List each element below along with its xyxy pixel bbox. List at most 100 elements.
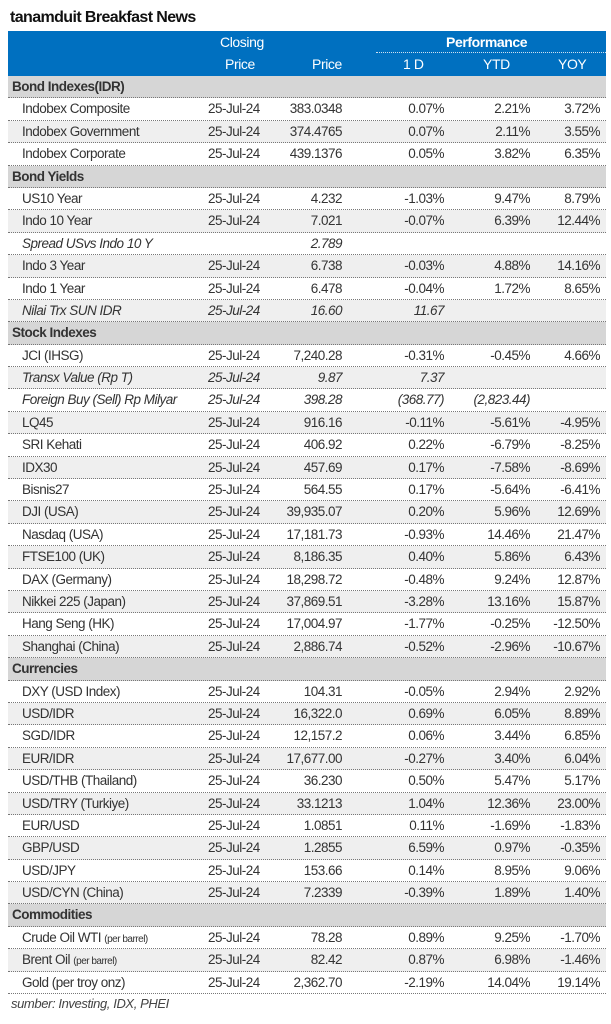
change-1d: -3.28% <box>404 593 444 609</box>
instrument-label: JCI (IHSG) <box>22 347 84 363</box>
table-header: Closing Price Price Performance 1 D YTD … <box>8 31 606 76</box>
change-ytd: 13.16% <box>487 593 530 609</box>
closing-date: 25-Jul-24 <box>208 504 260 520</box>
instrument-name: IDX30 <box>22 457 58 479</box>
change-yoy: -12.50% <box>553 616 600 632</box>
table-row: IDX30 25-Jul-24 457.69 0.17% -7.58% -8.6… <box>8 456 606 480</box>
closing-date: 25-Jul-24 <box>208 190 260 206</box>
change-1d: 0.14% <box>408 862 444 878</box>
change-ytd: 2.11% <box>495 123 530 139</box>
table-row: DXY (USD Index) 25-Jul-24 104.31 -0.05% … <box>8 681 606 703</box>
closing-date: 25-Jul-24 <box>208 616 260 632</box>
change-ytd: 6.39% <box>494 213 530 229</box>
change-yoy: 19.14% <box>557 974 600 990</box>
change-yoy: -6.41% <box>560 482 600 498</box>
closing-date: 25-Jul-24 <box>208 728 260 744</box>
closing-date: 25-Jul-24 <box>208 549 260 565</box>
table-row: Indobex Government 25-Jul-24 374.4765 0.… <box>8 120 606 144</box>
source-note: sumber: Investing, IDX, PHEI <box>11 996 169 1011</box>
table-row: Indobex Corporate 25-Jul-24 439.1376 0.0… <box>8 143 606 166</box>
price: 104.31 <box>303 683 343 699</box>
change-ytd: -0.45% <box>490 347 530 363</box>
price: 6.478 <box>310 280 343 296</box>
header-performance: Performance <box>446 34 528 50</box>
instrument-label: Spread USvs Indo 10 Y <box>22 235 153 251</box>
change-ytd: (2,823.44) <box>473 392 530 408</box>
change-yoy: 12.69% <box>557 504 600 520</box>
closing-date: 25-Jul-24 <box>208 482 260 498</box>
header-yoy: YOY <box>558 56 587 72</box>
table-row: EUR/IDR 25-Jul-24 17,677.00 -0.27% 3.40%… <box>8 747 606 771</box>
price: 33.1213 <box>296 795 343 811</box>
change-ytd: -5.61% <box>490 414 530 430</box>
change-1d: 0.20% <box>408 504 444 520</box>
closing-date: 25-Jul-24 <box>208 974 260 990</box>
closing-date: 25-Jul-24 <box>208 773 260 789</box>
instrument-label: DXY (USD Index) <box>22 683 121 699</box>
change-ytd: -5.64% <box>490 482 530 498</box>
instrument-name: Foreign Buy (Sell) Rp Milyar <box>22 389 177 411</box>
price: 12,157.2 <box>293 728 342 744</box>
change-yoy: 2.92% <box>564 683 600 699</box>
change-ytd: 5.47% <box>494 773 530 789</box>
table-body: Bond Indexes(IDR) Indobex Composite 25-J… <box>8 76 606 995</box>
section-header: Bond Indexes(IDR) <box>8 76 606 99</box>
change-ytd: 3.40% <box>494 750 530 766</box>
instrument-name: Nilai Trx SUN IDR <box>22 300 122 322</box>
change-yoy: -1.70% <box>560 929 600 945</box>
table-row: FTSE100 (UK) 25-Jul-24 8,186.35 0.40% 5.… <box>8 546 606 569</box>
instrument-name: USD/TRY (Turkiye) <box>22 793 129 815</box>
price: 1.2855 <box>303 840 343 856</box>
change-ytd: 14.46% <box>487 526 530 542</box>
table-row: USD/TRY (Turkiye) 25-Jul-24 33.1213 1.04… <box>8 792 606 815</box>
instrument-unit: (per barrel) <box>104 933 148 945</box>
price: 383.0348 <box>289 101 343 117</box>
instrument-label: Nasdaq (USA) <box>22 526 104 542</box>
instrument-label: Hang Seng (HK) <box>22 616 115 632</box>
change-1d: -2.19% <box>404 974 444 990</box>
price: 17,004.97 <box>286 616 342 632</box>
change-yoy: 6.85% <box>564 728 600 744</box>
instrument-name: Crude Oil WTI (per barrel) <box>22 927 148 951</box>
instrument-label: DJI (USA) <box>22 504 79 520</box>
table-row: LQ45 25-Jul-24 916.16 -0.11% -5.61% -4.9… <box>8 411 606 435</box>
change-yoy: 12.87% <box>557 571 600 587</box>
change-1d: 0.50% <box>408 773 444 789</box>
price: 916.16 <box>303 414 343 430</box>
closing-date: 25-Jul-24 <box>208 840 260 856</box>
instrument-label: Indo 3 Year <box>22 258 85 274</box>
price: 8,186.35 <box>293 549 342 565</box>
table-row: DJI (USA) 25-Jul-24 39,935.07 0.20% 5.96… <box>8 501 606 524</box>
change-1d: 6.59% <box>408 840 444 856</box>
header-closing-price: Price <box>225 56 255 72</box>
page-title: tanamduit Breakfast News <box>10 9 196 26</box>
instrument-name: Shanghai (China) <box>22 636 120 658</box>
change-ytd: 9.47% <box>494 190 530 206</box>
instrument-name: USD/THB (Thailand) <box>22 770 137 792</box>
change-yoy: 6.04% <box>564 750 600 766</box>
instrument-name: USD/JPY <box>22 860 76 882</box>
instrument-label: Indobex Composite <box>22 101 130 117</box>
instrument-label: USD/TRY (Turkiye) <box>22 795 129 811</box>
table-row: Spread USvs Indo 10 Y 2.789 <box>8 233 606 256</box>
price: 37,869.51 <box>286 593 342 609</box>
change-1d: 0.07% <box>408 123 444 139</box>
instrument-name: USD/CYN (China) <box>22 882 124 904</box>
instrument-name: Nasdaq (USA) <box>22 524 104 546</box>
instrument-name: DAX (Germany) <box>22 569 112 591</box>
change-1d: -0.39% <box>404 885 444 901</box>
change-ytd: -2.96% <box>490 638 530 654</box>
change-yoy: 15.87% <box>557 593 600 609</box>
change-yoy: -8.25% <box>560 437 600 453</box>
instrument-label: Nilai Trx SUN IDR <box>22 302 122 318</box>
section-header: Currencies <box>8 658 606 681</box>
change-1d: 1.04% <box>408 795 444 811</box>
instrument-name: GBP/USD <box>22 837 80 859</box>
instrument-label: Transx Value (Rp T) <box>22 370 133 386</box>
change-ytd: 5.86% <box>494 549 530 565</box>
table-row: SGD/IDR 25-Jul-24 12,157.2 0.06% 3.44% 6… <box>8 725 606 748</box>
change-yoy: 5.17% <box>564 773 600 789</box>
price: 39,935.07 <box>286 504 342 520</box>
change-1d: 11.67 <box>413 302 445 318</box>
change-ytd: 6.05% <box>494 705 530 721</box>
